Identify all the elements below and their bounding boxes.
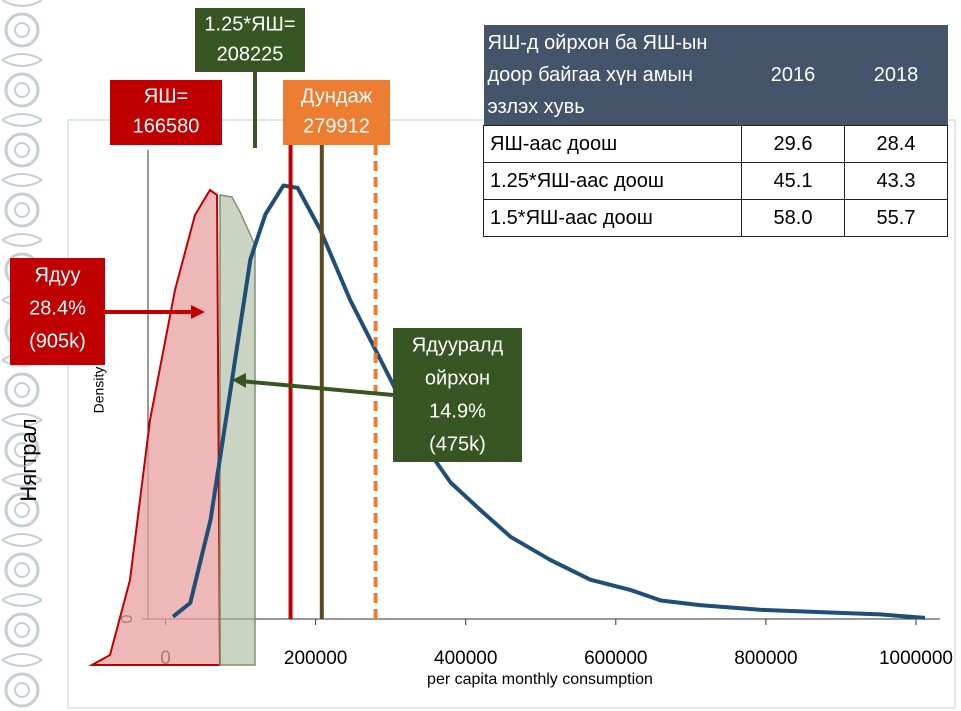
annotation-arrow	[240, 381, 393, 395]
annotation-text: 14.9%	[429, 400, 486, 422]
x-axis-label: per capita monthly consumption	[427, 671, 653, 688]
table-cell: 43.3	[845, 163, 948, 200]
annotation-text: (905k)	[29, 330, 86, 352]
annotation-text: ойрхон	[425, 367, 490, 389]
poor-area	[92, 190, 220, 665]
table-cell: 58.0	[742, 200, 845, 237]
x-tick-label: 800000	[734, 648, 797, 669]
table-cell: 55.7	[845, 200, 948, 237]
reference-label-value: 208225	[217, 43, 284, 65]
outer-label: Нягтрал	[16, 418, 41, 501]
annotation-text: Ядууралд	[412, 334, 504, 356]
table-cell: 28.4	[845, 126, 948, 163]
reference-label-value: 166580	[133, 115, 200, 137]
page: 002000004000006000008000001000000 Нягтра…	[0, 0, 961, 711]
table-header: 2018	[845, 25, 948, 126]
table-header: 2016	[742, 25, 845, 126]
x-tick-label: 1000000	[879, 648, 953, 669]
x-tick-label: 400000	[434, 648, 497, 669]
annotation-text: 28.4%	[29, 297, 86, 319]
y-axis-label: Density	[91, 367, 107, 414]
x-tick-label: 200000	[284, 648, 347, 669]
summary-table: ЯШ-д ойрхон ба ЯШ-ын доор байгаа хүн амы…	[483, 25, 948, 237]
table-header: ЯШ-д ойрхон ба ЯШ-ын доор байгаа хүн амы…	[484, 25, 742, 126]
reference-label-value: 279912	[303, 115, 370, 137]
table-cell: ЯШ-аас доош	[484, 126, 742, 163]
annotation-text: (475k)	[429, 433, 486, 455]
table-cell: 1.25*ЯШ-аас доош	[484, 163, 742, 200]
x-tick-label: 600000	[584, 648, 647, 669]
annotation-text: Ядуу	[34, 264, 80, 286]
density-line	[173, 186, 925, 618]
table-cell: 45.1	[742, 163, 845, 200]
table-cell: 29.6	[742, 126, 845, 163]
table-cell: 1.5*ЯШ-аас доош	[484, 200, 742, 237]
reference-label-name: Дундаж	[301, 85, 373, 107]
reference-label-name: 1.25*ЯШ=	[204, 13, 295, 35]
reference-label-name: ЯШ=	[144, 85, 188, 107]
